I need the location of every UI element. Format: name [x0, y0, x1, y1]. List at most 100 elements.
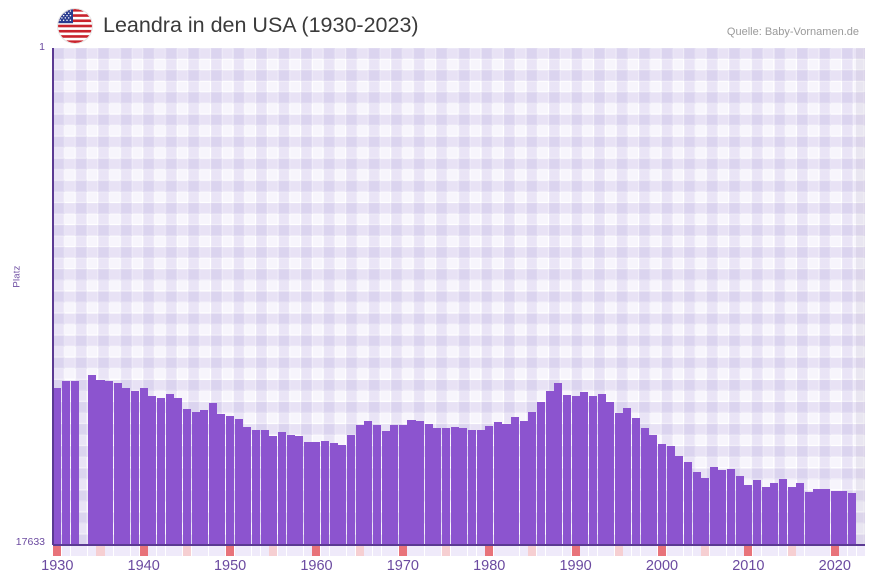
- page-title: Leandra in den USA (1930-2023): [103, 13, 419, 37]
- x-tick-faint: [683, 546, 692, 556]
- x-axis-tick-label: 1960: [300, 558, 333, 574]
- bar: [407, 419, 416, 545]
- bar: [511, 416, 520, 545]
- bar: [545, 391, 554, 545]
- x-tick-major: [571, 546, 580, 556]
- x-axis-tick-label: 1940: [127, 558, 160, 574]
- x-tick-faint: [562, 546, 571, 556]
- x-tick-faint: [761, 546, 770, 556]
- bar: [770, 483, 779, 545]
- bar: [96, 380, 105, 545]
- x-tick-faint: [537, 546, 546, 556]
- bar: [597, 394, 606, 545]
- x-tick-major: [744, 546, 753, 556]
- bar: [606, 401, 615, 545]
- x-tick-major: [485, 546, 494, 556]
- x-tick-faint: [79, 546, 88, 556]
- x-tick-minor: [701, 546, 710, 556]
- bar: [467, 429, 476, 545]
- x-tick-faint: [545, 546, 554, 556]
- x-tick-faint: [476, 546, 485, 556]
- x-tick-faint: [433, 546, 442, 556]
- bar: [554, 382, 563, 545]
- bar: [174, 397, 183, 545]
- bar: [761, 487, 770, 545]
- bar: [234, 419, 243, 545]
- bar: [277, 432, 286, 545]
- x-tick-faint: [588, 546, 597, 556]
- bar: [433, 427, 442, 545]
- x-tick-faint: [286, 546, 295, 556]
- bar: [692, 472, 701, 545]
- x-tick-minor: [528, 546, 537, 556]
- bar: [623, 408, 632, 545]
- bar: [459, 427, 468, 545]
- bar: [200, 410, 209, 545]
- x-tick-faint: [416, 546, 425, 556]
- x-tick-faint: [191, 546, 200, 556]
- bar: [796, 483, 805, 545]
- x-tick-faint: [796, 546, 805, 556]
- bar: [131, 390, 140, 545]
- bar: [649, 435, 658, 545]
- x-tick-faint: [165, 546, 174, 556]
- bar: [312, 442, 321, 545]
- y-axis-title: Platz: [11, 265, 23, 288]
- bar: [476, 429, 485, 545]
- x-tick-faint: [778, 546, 787, 556]
- x-tick-faint: [753, 546, 762, 556]
- bar: [260, 429, 269, 545]
- x-tick-minor: [96, 546, 105, 556]
- bar: [105, 380, 114, 545]
- x-tick-faint: [303, 546, 312, 556]
- x-tick-faint: [649, 546, 658, 556]
- bar: [217, 414, 226, 545]
- x-tick-faint: [502, 546, 511, 556]
- x-tick-faint: [804, 546, 813, 556]
- x-tick-major: [398, 546, 407, 556]
- bar: [830, 490, 839, 545]
- x-tick-faint: [554, 546, 563, 556]
- x-tick-faint: [260, 546, 269, 556]
- x-tick-faint: [692, 546, 701, 556]
- x-tick-faint: [407, 546, 416, 556]
- bar: [675, 455, 684, 545]
- chart-source-label: Quelle: Baby-Vornamen.de: [726, 26, 859, 38]
- x-tick-faint: [208, 546, 217, 556]
- x-tick-faint: [390, 546, 399, 556]
- x-tick-faint: [727, 546, 736, 556]
- bar: [398, 424, 407, 545]
- bar: [753, 479, 762, 545]
- x-tick-faint: [321, 546, 330, 556]
- x-tick-faint: [666, 546, 675, 556]
- bar: [657, 444, 666, 545]
- bar: [727, 468, 736, 545]
- x-tick-faint: [718, 546, 727, 556]
- x-tick-major: [226, 546, 235, 556]
- bar: [709, 467, 718, 545]
- y-axis-tick-label-bottom: 17633: [15, 536, 45, 548]
- x-tick-faint: [148, 546, 157, 556]
- x-tick-faint: [113, 546, 122, 556]
- x-tick-faint: [675, 546, 684, 556]
- bar: [165, 394, 174, 545]
- us-flag-icon: [58, 9, 92, 43]
- x-tick-faint: [848, 546, 857, 556]
- no-data-region: [856, 48, 865, 545]
- bar: [588, 396, 597, 545]
- bar: [580, 391, 589, 545]
- bar: [347, 434, 356, 545]
- x-tick-minor: [182, 546, 191, 556]
- x-tick-faint: [87, 546, 96, 556]
- x-tick-faint: [217, 546, 226, 556]
- bar: [113, 382, 122, 545]
- bar: [804, 491, 813, 545]
- bar: [787, 486, 796, 545]
- x-tick-faint: [813, 546, 822, 556]
- bar: [502, 423, 511, 545]
- x-tick-faint: [580, 546, 589, 556]
- bar: [338, 444, 347, 545]
- x-tick-faint: [372, 546, 381, 556]
- bar: [640, 428, 649, 545]
- bar-series: [53, 48, 865, 545]
